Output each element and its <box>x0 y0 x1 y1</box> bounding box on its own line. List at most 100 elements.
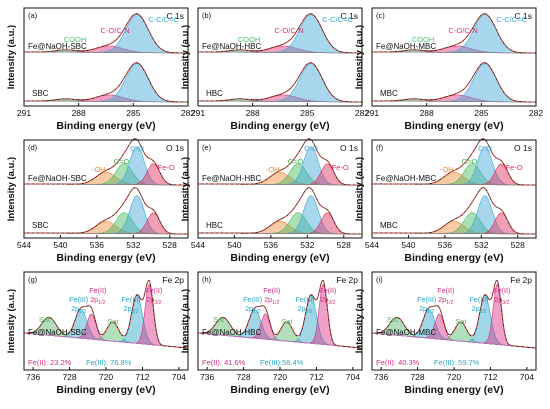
x-tick-label: 720 <box>99 372 113 382</box>
x-axis-title: Binding energy (eV) <box>404 384 503 396</box>
y-axis-title: Intensity (a.u.) <box>180 157 191 221</box>
peak-label: -OH <box>92 165 106 174</box>
panel-f: 544 540 536 532 528 Binding energy (eV) Intens… <box>354 138 537 264</box>
sample-label: Fe@NaOH-SBC <box>28 328 87 337</box>
peak-label: Fe(II) <box>145 286 162 295</box>
peak-label-orbital: 2p1/2 <box>245 304 260 315</box>
peak-label: Fe(II) <box>493 286 510 295</box>
panel-label: (a) <box>28 11 38 20</box>
x-tick-label: 288 <box>246 108 260 118</box>
panel-label: (f) <box>376 143 384 152</box>
x-tick-label: 291 <box>191 108 205 118</box>
x-tick-label: 532 <box>474 240 488 250</box>
peak-label: C-C/C=C <box>322 15 353 24</box>
fit-envelope-line <box>24 62 188 103</box>
background-line <box>24 100 188 103</box>
peak-label-orbital: 2p3/2 <box>494 295 509 306</box>
x-tick-label: 285 <box>474 108 488 118</box>
peak-label: COOH <box>64 35 87 44</box>
x-tick-label: 536 <box>90 240 104 250</box>
x-tick-label: 528 <box>163 240 177 250</box>
peak-label: C-C/C=C <box>148 15 179 24</box>
panel-label: (h) <box>202 275 212 284</box>
background-line <box>24 51 188 54</box>
background-line <box>198 100 362 103</box>
peak-label: C-O <box>130 144 144 153</box>
background-line <box>372 100 536 103</box>
peak-label: C=O <box>114 157 130 166</box>
peak-label: Sat <box>213 315 225 324</box>
sample-label: SBC <box>32 221 49 230</box>
peak-label: Fe-O <box>332 163 349 172</box>
x-tick-label: 728 <box>236 372 250 382</box>
background-line <box>23 332 189 349</box>
spectrum-label: O 1s <box>166 143 184 153</box>
panel-g: 736 728 720 712 704 Binding energy (eV) Intens… <box>6 271 189 396</box>
peak-label-orbital: 2p1/2 <box>71 304 86 315</box>
fe-iii-percentage: Fe(III):58.4% <box>260 358 304 367</box>
sample-label: Fe@NaOH-MBC <box>376 328 436 337</box>
fit-envelope-line <box>24 187 188 235</box>
y-axis-title: Intensity (a.u.) <box>354 25 365 89</box>
spectrum-label: C 1s <box>341 11 358 21</box>
peak-label: Fe(III) <box>121 295 140 304</box>
peak-label: Fe-O <box>506 163 523 172</box>
peak-label: C-O/C-N <box>101 26 130 35</box>
x-tick-label: 532 <box>126 240 140 250</box>
x-tick-label: 728 <box>410 372 424 382</box>
peak-label: Fe(II) <box>89 286 106 295</box>
panel-a: 291 288 285 282 Binding energy (eV) Intensity… <box>6 7 195 132</box>
x-tick-label: 712 <box>483 372 497 382</box>
x-tick-label: 544 <box>17 240 31 250</box>
x-axis-title: Binding energy (eV) <box>230 384 329 396</box>
background-line <box>371 332 537 349</box>
panel-c: 291 288 285 282 Binding energy (eV) Intensity… <box>354 7 543 132</box>
fit-envelope-line <box>198 138 362 186</box>
panel-label: (c) <box>376 11 385 20</box>
background-line <box>197 332 363 349</box>
x-tick-label: 704 <box>172 372 186 382</box>
peak-label: Fe-O <box>158 163 175 172</box>
peak-label: C=O <box>462 157 478 166</box>
x-tick-label: 544 <box>191 240 205 250</box>
sample-label: Fe@NaOH-HBC <box>202 42 261 51</box>
peak-label: C-O <box>478 144 492 153</box>
fit-envelope-line <box>24 138 188 186</box>
x-tick-label: 288 <box>420 108 434 118</box>
fit-envelope-line <box>372 13 536 54</box>
peak-label: C-C/C=C <box>496 15 527 24</box>
fe-ii-percentage: Fe(II): 23.2% <box>28 358 72 367</box>
x-axis-title: Binding energy (eV) <box>230 120 329 132</box>
background-line <box>372 51 536 54</box>
peak-label: C-O/C-N <box>449 26 478 35</box>
fit-envelope-line <box>24 279 189 349</box>
x-axis-title: Binding energy (eV) <box>404 120 503 132</box>
panel-label: (i) <box>376 275 383 284</box>
peak-label: -OH <box>440 165 454 174</box>
sample-label: Fe@NaOH-MBC <box>376 42 436 51</box>
fit-envelope-line <box>372 138 536 186</box>
x-tick-label: 528 <box>337 240 351 250</box>
y-axis-title: Intensity (a.u.) <box>180 289 191 353</box>
peak-label: Sat <box>455 317 467 326</box>
x-tick-label: 540 <box>227 240 241 250</box>
x-tick-label: 712 <box>309 372 323 382</box>
spectrum-label: C 1s <box>167 11 184 21</box>
peak-label: Fe(III) <box>243 295 262 304</box>
spectrum-label: Fe 2p <box>162 275 184 285</box>
peak-label: Fe(II) <box>263 286 280 295</box>
panel-label: (b) <box>202 11 212 20</box>
x-tick-label: 540 <box>401 240 415 250</box>
x-tick-label: 736 <box>374 372 388 382</box>
peak-label: C=O <box>288 157 304 166</box>
x-axis-title: Binding energy (eV) <box>56 384 155 396</box>
panel-i: 736 728 720 712 704 Binding energy (eV) Intens… <box>354 271 537 396</box>
y-axis-title: Intensity (a.u.) <box>6 157 17 221</box>
spectrum-label: O 1s <box>340 143 358 153</box>
panel-e: 544 540 536 532 528 Binding energy (eV) Intens… <box>180 138 363 264</box>
panel-label: (e) <box>202 143 212 152</box>
sample-label: HBC <box>206 221 223 230</box>
x-tick-label: 704 <box>520 372 534 382</box>
plot-frame <box>371 139 537 239</box>
x-tick-label: 282 <box>529 108 543 118</box>
